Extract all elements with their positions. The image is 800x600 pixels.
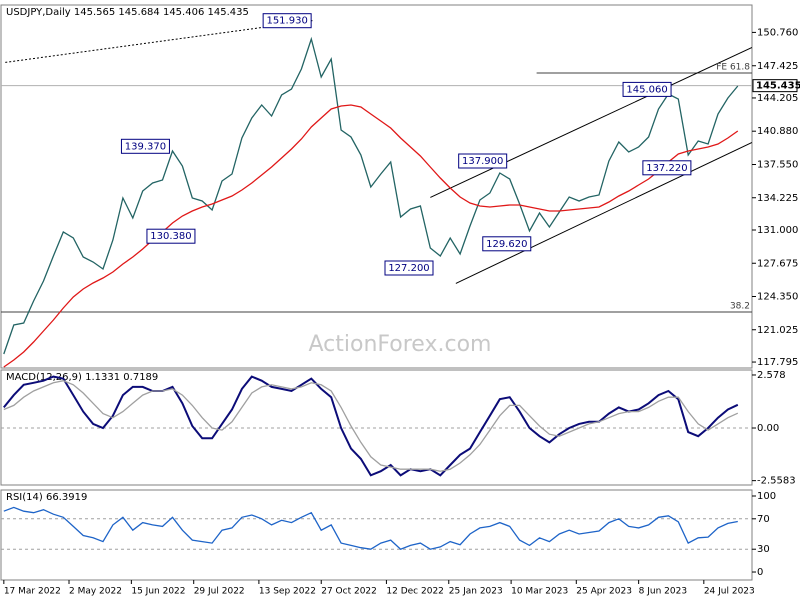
y-tick-label: 100 <box>757 491 776 502</box>
x-tick-label: 24 Jul 2023 <box>704 587 755 597</box>
y-tick-label: 147.425 <box>757 61 798 72</box>
plot-area <box>1 375 752 477</box>
chart-title: USDJPY,Daily 145.565 145.684 145.406 145… <box>6 7 249 18</box>
main-panel <box>0 4 753 369</box>
y-tick-label: 144.205 <box>757 93 798 104</box>
y-tick-label: 131.000 <box>757 225 798 236</box>
rsi-title: RSI(14) 66.3919 <box>6 492 87 503</box>
annotation-box <box>120 138 170 154</box>
series-line <box>3 104 739 368</box>
y-tick-label: 117.795 <box>757 357 798 368</box>
annotation-label: 130.380 <box>150 231 191 242</box>
y-tick-label: 0 <box>757 567 763 578</box>
y-tick-label: -2.5583 <box>757 476 796 487</box>
annotation-box <box>384 260 434 276</box>
x-tick-label: 12 Dec 2022 <box>386 587 444 597</box>
x-tick-label: 8 Jun 2023 <box>639 587 687 597</box>
y-tick-label: 134.225 <box>757 193 798 204</box>
y-tick-label: 137.550 <box>757 160 798 171</box>
annotation-box <box>482 236 532 252</box>
rsi-panel <box>0 489 753 581</box>
x-tick-label: 10 Mar 2023 <box>511 587 568 597</box>
y-tick-label: 70 <box>757 514 770 525</box>
annotation-box <box>622 81 672 97</box>
trendline <box>430 46 752 198</box>
series-line <box>3 36 739 355</box>
annotation-label: 137.220 <box>646 163 687 174</box>
x-tick-label: 17 Mar 2022 <box>4 587 61 597</box>
series-line <box>3 375 739 477</box>
y-tick-label: 127.675 <box>757 258 798 269</box>
y-tick-label: 124.350 <box>757 292 798 303</box>
annotation-label: 139.370 <box>125 141 166 152</box>
annotation-label: 137.900 <box>462 156 503 167</box>
x-tick-label: 15 Jun 2022 <box>131 587 185 597</box>
annotation-box <box>458 153 508 169</box>
watermark: ActionForex.com <box>309 332 492 357</box>
macd-panel <box>0 369 753 486</box>
y-tick-label: 121.025 <box>757 325 798 336</box>
y-tick-label: 0.00 <box>757 423 779 434</box>
annotation-box <box>262 13 312 29</box>
annotation-label: 127.200 <box>388 263 429 274</box>
plot-area <box>1 506 752 550</box>
annotation-label: 151.930 <box>266 16 307 27</box>
plot-area <box>1 19 752 368</box>
x-tick-label: 2 May 2022 <box>69 587 122 597</box>
series-line <box>3 380 739 472</box>
x-tick-label: 29 Jul 2022 <box>194 587 245 597</box>
annotation-box <box>642 160 692 176</box>
x-tick-label: 25 Jan 2023 <box>449 587 503 597</box>
current-price-box <box>752 79 798 93</box>
horizontal-line-label: FE 61.8 <box>716 63 750 73</box>
y-tick-label: 150.760 <box>757 27 798 38</box>
series-line <box>3 506 738 550</box>
horizontal-line-label: 38.2 <box>730 302 750 312</box>
x-tick-label: 27 Oct 2022 <box>321 587 377 597</box>
annotation-label: 145.060 <box>626 84 667 95</box>
annotation-box <box>146 228 196 244</box>
y-tick-label: 30 <box>757 544 770 555</box>
y-tick-label: 2.578 <box>757 370 786 381</box>
x-tick-label: 25 Apr 2023 <box>576 587 632 597</box>
current-price-label: 145.435 <box>756 81 800 92</box>
y-tick-label: 140.880 <box>757 126 798 137</box>
macd-title: MACD(12,26,9) 1.1331 0.7189 <box>6 372 158 383</box>
x-tick-label: 13 Sep 2022 <box>259 587 316 597</box>
annotation-label: 129.620 <box>486 239 527 250</box>
trendline <box>455 141 752 284</box>
